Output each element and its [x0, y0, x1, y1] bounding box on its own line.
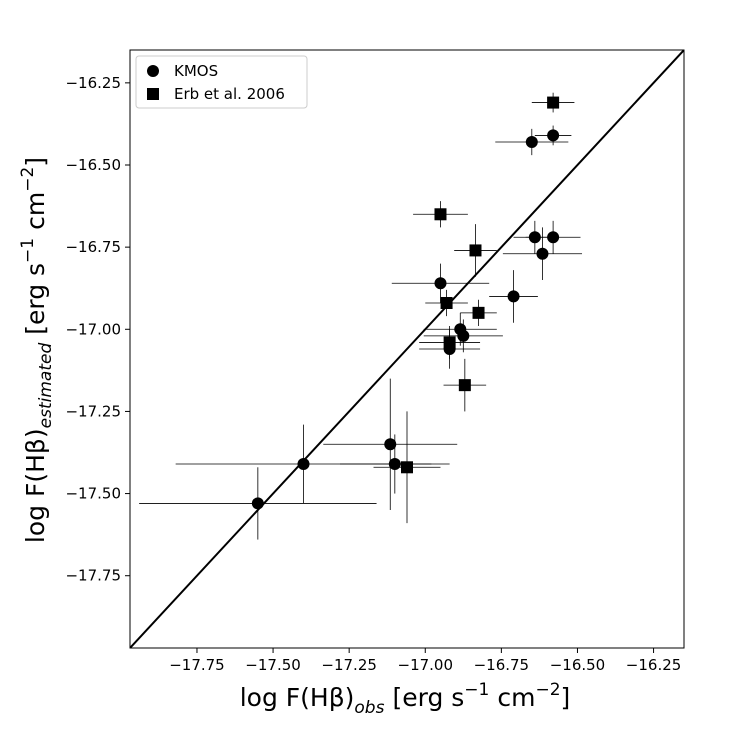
legend: KMOS Erb et al. 2006	[135, 55, 308, 109]
data-point	[547, 129, 560, 142]
axis-label-part: log F(Hβ)	[240, 683, 355, 712]
x-tick-label: −17.50	[245, 656, 301, 674]
x-tick-label: −16.25	[626, 656, 682, 674]
axis-label-part: −1	[18, 238, 38, 263]
x-axis-label: log F(Hβ)obs [erg s−1 cm−2]	[240, 680, 571, 718]
axis-label-part: cm	[21, 192, 50, 230]
axis-label-part: [erg s	[392, 683, 464, 712]
y-tick-label: −17.50	[65, 485, 121, 503]
x-tick-label: −16.50	[550, 656, 606, 674]
data-point	[525, 136, 538, 148]
y-tick-label: −17.25	[65, 402, 121, 420]
axis-label-part: cm	[497, 683, 535, 712]
data-point	[401, 461, 413, 474]
data-point	[251, 497, 264, 510]
legend-label: KMOS	[174, 62, 218, 80]
x-tick-label: −17.00	[398, 656, 454, 674]
y-tick-label: −16.25	[65, 74, 121, 92]
data-point	[472, 306, 485, 319]
data-point	[388, 458, 401, 470]
y-tick-label: −17.00	[65, 320, 121, 338]
data-point	[536, 247, 549, 260]
data-point	[458, 379, 471, 392]
legend-box	[135, 55, 308, 109]
axis-label-part: −2	[18, 167, 38, 192]
plot-frame	[129, 49, 685, 649]
y-tick-label: −16.75	[65, 238, 121, 256]
data-point	[384, 438, 397, 451]
one-to-one-line	[130, 50, 684, 648]
data-point	[528, 231, 541, 244]
data-point	[547, 96, 560, 109]
data-point	[547, 231, 560, 244]
x-tick-label: −17.75	[169, 656, 225, 674]
legend-label: Erb et al. 2006	[174, 85, 285, 103]
y-tick-label: −17.75	[65, 567, 121, 585]
data-point	[440, 297, 453, 309]
data-point	[434, 277, 447, 290]
x-tick-label: −17.25	[321, 656, 377, 674]
legend-marker	[147, 88, 159, 100]
data-point	[507, 290, 520, 303]
axis-label-part: −2	[535, 680, 560, 700]
data-point	[297, 458, 310, 470]
axis-label-part: estimated	[36, 343, 56, 429]
axis-label-part: log F(Hβ)	[21, 428, 50, 543]
data-point	[457, 329, 470, 342]
legend-marker	[147, 65, 159, 77]
data-point	[443, 336, 456, 349]
axis-label-part: obs	[354, 698, 384, 718]
y-axis-label: log F(Hβ)estimated [erg s−1 cm−2]	[18, 157, 56, 543]
data-point	[434, 208, 447, 221]
axis-label-part: −1	[464, 680, 489, 700]
y-tick-label: −16.50	[65, 156, 121, 174]
axis-label-part: [erg s	[21, 263, 50, 335]
x-tick-label: −16.75	[474, 656, 530, 674]
axis-label-part: ]	[21, 157, 50, 167]
data-point	[469, 244, 482, 257]
axis-label-part: ]	[561, 683, 571, 712]
